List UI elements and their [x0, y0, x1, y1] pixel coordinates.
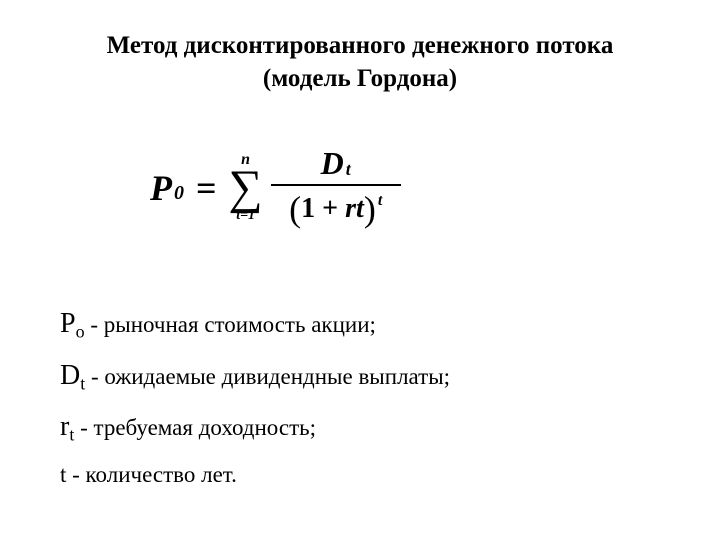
def-t: t - количество лет.: [60, 455, 660, 494]
denom-rt: rt: [345, 193, 364, 224]
def-p: Po - рыночная стоимость акции;: [60, 300, 660, 348]
denominator: ( 1 + rt ) t: [289, 186, 382, 230]
def-p-text: - рыночная стоимость акции;: [85, 312, 376, 337]
var-P: P: [150, 167, 172, 209]
def-p-var: P: [60, 308, 76, 339]
def-r-var: r: [60, 411, 69, 442]
title-line-2: (модель Гордона): [60, 63, 660, 96]
title-line-1: Метод дисконтированного денежного потока: [60, 30, 660, 63]
definitions: Po - рыночная стоимость акции; Dt - ожид…: [60, 300, 660, 494]
var-P-sub: 0: [174, 182, 184, 205]
formula: P 0 = n ∑ t=1 D t ( 1 + rt ) t: [150, 145, 660, 230]
left-paren: (: [289, 188, 301, 230]
formula-left-side: P 0 =: [150, 167, 229, 209]
denom-plus: +: [322, 193, 338, 224]
def-p-sub: o: [76, 322, 85, 342]
def-d-var: D: [60, 360, 80, 391]
num-D-sub: t: [346, 159, 351, 180]
def-r-text: - требуемая доходность;: [74, 415, 316, 440]
numerator: D t: [321, 145, 351, 184]
equals-sign: =: [196, 167, 217, 209]
denom-superscript: t: [378, 192, 382, 210]
sigma-symbol: ∑: [229, 168, 263, 209]
denom-inner: 1 + rt: [301, 193, 364, 225]
num-D: D: [321, 145, 344, 182]
title: Метод дисконтированного денежного потока…: [60, 30, 660, 95]
def-d-text: - ожидаемые дивидендные выплаты;: [85, 364, 450, 389]
def-r: rt - требуемая доходность;: [60, 403, 660, 451]
fraction: D t ( 1 + rt ) t: [271, 145, 401, 230]
sigma-block: n ∑ t=1: [229, 152, 263, 223]
right-paren: ): [364, 188, 376, 230]
def-t-text: t - количество лет.: [60, 462, 237, 487]
def-d: Dt - ожидаемые дивидендные выплаты;: [60, 352, 660, 400]
denom-one: 1: [301, 193, 315, 224]
sigma-lower: t=1: [236, 209, 255, 223]
